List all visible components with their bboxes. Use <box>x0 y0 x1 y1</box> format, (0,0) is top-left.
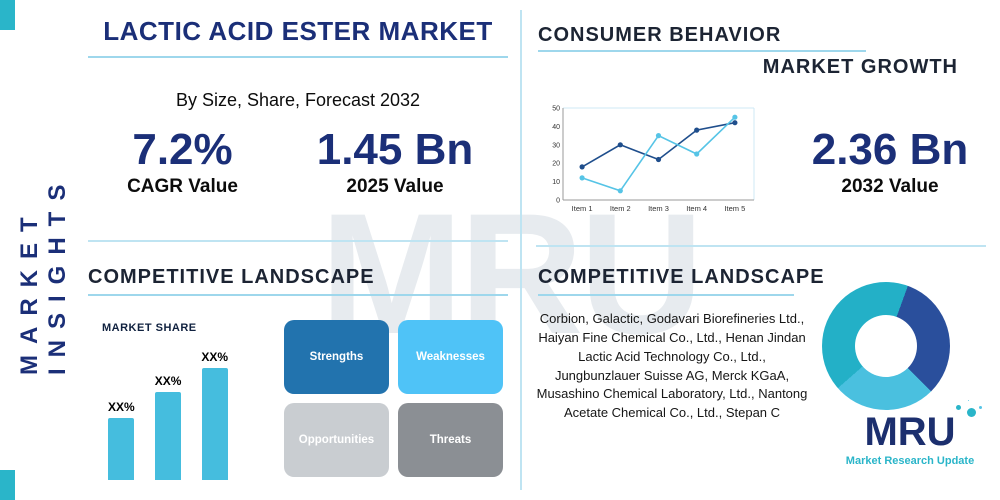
svg-text:Item 4: Item 4 <box>686 204 707 213</box>
competitive-landscape-left-underline <box>88 294 508 296</box>
competitive-landscape-right-underline <box>538 294 794 296</box>
bar <box>108 418 135 480</box>
companies-list: Corbion, Galactic, Godavari Biorefinerie… <box>536 311 808 421</box>
corner-accent-top <box>0 0 15 30</box>
svg-text:0: 0 <box>556 198 560 205</box>
title-underline <box>88 56 508 58</box>
value-2032: 2.36 Bn <box>811 125 969 174</box>
stat-2032: 2.36 Bn 2032 Value <box>795 125 985 198</box>
swot-strengths: Strengths <box>284 320 389 394</box>
logo-tagline: Market Research Update <box>845 455 975 467</box>
stat-cagr: 7.2% CAGR Value <box>100 125 265 198</box>
bar <box>201 368 228 480</box>
logo-splash-icon <box>967 408 976 417</box>
market-growth-title: MARKET GROWTH <box>762 56 958 78</box>
svg-text:40: 40 <box>552 124 560 131</box>
svg-text:Item 3: Item 3 <box>648 204 669 213</box>
svg-text:Item 2: Item 2 <box>610 204 631 213</box>
competitive-landscape-left-title: COMPETITIVE LANDSCAPE <box>88 266 375 288</box>
svg-text:50: 50 <box>552 106 560 113</box>
corner-accent-bottom <box>0 470 15 500</box>
consumer-line-chart: 0 10 20 30 40 50 Item 1 Item 2 Item 3 Item 4 Item … <box>552 106 755 213</box>
bar-column: XX% <box>201 350 228 480</box>
brand-logo: MRU Market Research Update <box>830 412 990 467</box>
swot-opportunities: Opportunities <box>284 403 389 477</box>
svg-text:30: 30 <box>552 142 560 149</box>
bar-value-label: XX% <box>154 374 182 388</box>
bar-column: XX% <box>108 400 135 480</box>
horizontal-divider-left <box>88 240 508 242</box>
page-subtitle: By Size, Share, Forecast 2032 <box>175 90 421 110</box>
horizontal-divider-right <box>536 245 986 247</box>
consumer-behavior-title: CONSUMER BEHAVIOR <box>538 24 782 46</box>
label-2025: 2025 Value <box>346 176 444 198</box>
stat-2025: 1.45 Bn 2025 Value <box>300 125 490 198</box>
bar-value-label: XX% <box>108 400 135 414</box>
svg-text:10: 10 <box>552 179 560 186</box>
competitive-landscape-right-title: COMPETITIVE LANDSCAPE <box>538 266 825 288</box>
svg-text:Item 5: Item 5 <box>724 204 745 213</box>
vertical-divider <box>520 10 522 490</box>
consumer-behavior-underline <box>538 50 866 52</box>
market-share-bar-chart: XX% XX% XX% <box>108 338 228 480</box>
label-2032: 2032 Value <box>841 176 939 198</box>
vertical-title: MARKET INSIGHTS <box>16 173 71 375</box>
page-title: LACTIC ACID ESTER MARKET <box>103 16 493 46</box>
value-2025: 1.45 Bn <box>316 125 474 174</box>
bar <box>155 392 182 480</box>
cagr-value: 7.2% <box>132 125 233 174</box>
market-share-label: MARKET SHARE <box>102 322 197 334</box>
logo-text: MRU <box>864 410 956 454</box>
swot-grid: Strengths Weaknesses Opportunities Threa… <box>284 320 503 477</box>
donut-chart <box>822 282 950 410</box>
svg-text:20: 20 <box>552 161 560 168</box>
swot-threats: Threats <box>398 403 503 477</box>
donut-hole <box>855 315 917 377</box>
svg-text:Item 1: Item 1 <box>572 204 593 213</box>
swot-weaknesses: Weaknesses <box>398 320 503 394</box>
bar-value-label: XX% <box>201 350 229 364</box>
bar-column: XX% <box>154 374 182 480</box>
cagr-label: CAGR Value <box>127 176 238 198</box>
